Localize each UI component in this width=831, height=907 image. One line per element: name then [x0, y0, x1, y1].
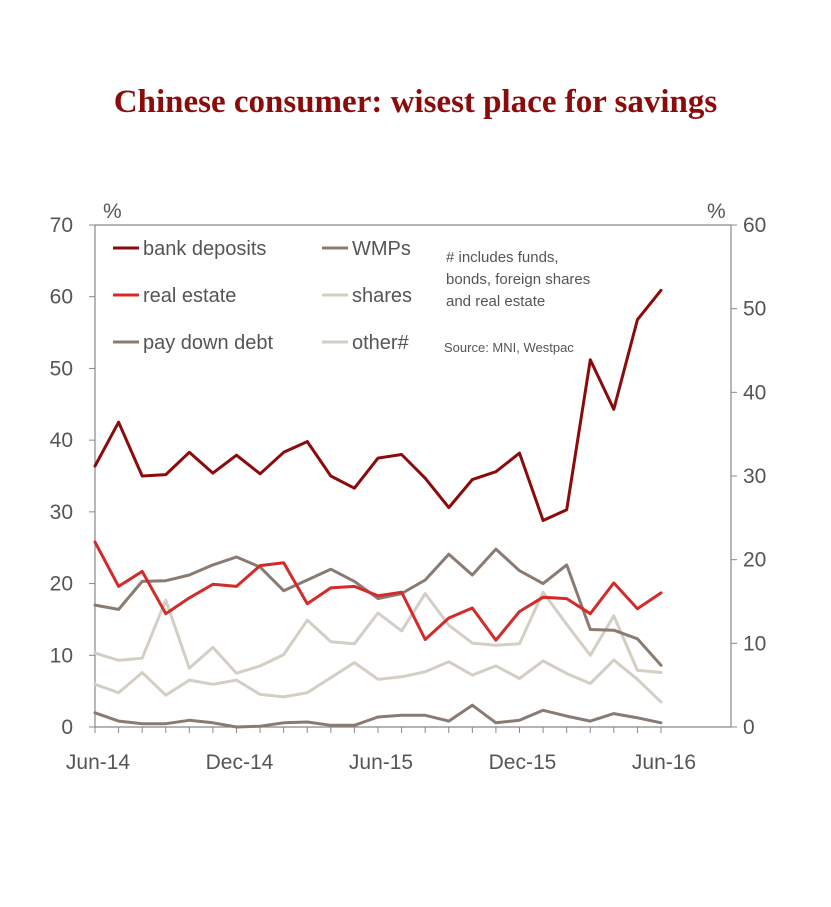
series-line-real [93, 540, 663, 642]
footnote: # includes funds, bonds, foreign shares an… [446, 249, 590, 310]
right-tick-label: 0 [743, 716, 755, 739]
left-tick-label: 0 [61, 716, 73, 739]
right-tick-label: 10 [743, 632, 766, 655]
left-tick-label: 60 [50, 286, 73, 309]
right-tick-label: 30 [743, 465, 766, 488]
series-line-other [93, 658, 663, 704]
x-tick-label: Dec-15 [489, 751, 557, 774]
legend: bank deposits WMPs real estate shares pay do… [113, 238, 412, 354]
series-line-bank [93, 288, 663, 522]
legend-label-bank: bank deposits [143, 238, 266, 260]
legend-label-shares: shares [352, 285, 412, 307]
chart-title: Chinese consumer: wisest place for savin… [113, 84, 718, 120]
series-line-wmp [93, 547, 663, 667]
left-tick-label: 20 [50, 573, 73, 596]
x-tick-label: Jun-14 [66, 751, 131, 774]
footnote-line: bonds, foreign shares [446, 271, 590, 288]
legend-label-other: other# [352, 332, 410, 354]
legend-label-wmp: WMPs [352, 238, 411, 260]
x-tick-label: Dec-14 [206, 751, 274, 774]
left-axis: 0 10 20 30 40 50 60 70 [50, 214, 95, 739]
x-tick-label: Jun-16 [632, 751, 696, 774]
right-axis-unit: % [707, 200, 726, 223]
right-tick-label: 20 [743, 549, 766, 572]
legend-label-debt: pay down debt [143, 332, 274, 354]
footnote-line: and real estate [446, 293, 545, 310]
left-axis-unit: % [103, 200, 122, 223]
legend-label-real: real estate [143, 285, 236, 307]
right-tick-label: 40 [743, 381, 766, 404]
left-tick-label: 10 [50, 644, 73, 667]
left-tick-label: 70 [50, 214, 73, 237]
series-line-shares [93, 590, 663, 675]
right-tick-label: 60 [743, 214, 766, 237]
series-layer [93, 288, 663, 729]
left-tick-label: 30 [50, 501, 73, 524]
left-tick-label: 40 [50, 429, 73, 452]
x-tick-label: Jun-15 [349, 751, 413, 774]
x-axis: Jun-14 Dec-14 Jun-15 Dec-15 Jun-16 [66, 727, 696, 774]
footnote-line: # includes funds, [446, 249, 559, 266]
right-axis: 0 10 20 30 40 50 60 [731, 214, 766, 739]
source-note: Source: MNI, Westpac [444, 340, 574, 355]
right-tick-label: 50 [743, 298, 766, 321]
left-tick-label: 50 [50, 357, 73, 380]
series-line-debt [93, 703, 663, 729]
